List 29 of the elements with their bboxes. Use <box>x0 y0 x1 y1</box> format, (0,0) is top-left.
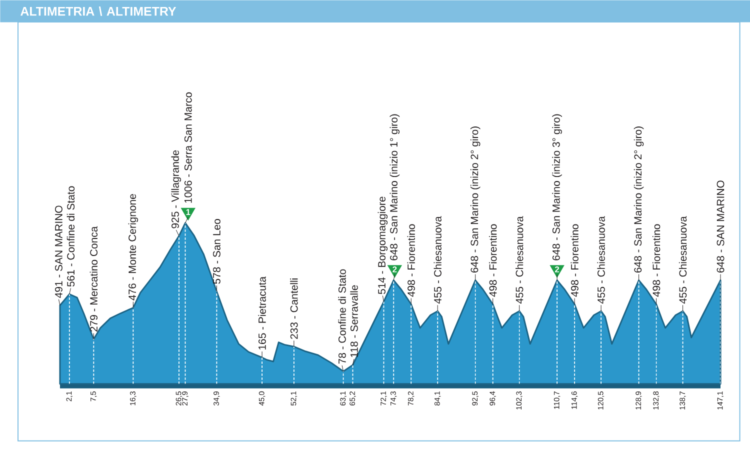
data-label: 118 - Serravalle <box>350 285 358 358</box>
annotation: 2 <box>392 266 397 272</box>
chart-title: ALTIMETRIA \ ALTIMETRY <box>20 6 176 16</box>
data-label: 498 - Fiorentino <box>652 224 660 297</box>
data-label: 455 - Chiesanuova <box>434 216 442 304</box>
data-label: 78 - Confine di Stato <box>338 269 346 364</box>
data-label: 491 - SAN MARINO <box>55 206 62 298</box>
data-label: 498 - Fiorentino <box>407 224 415 297</box>
data-label: 925 - Villagrande <box>171 150 181 228</box>
data-label: 648 - San Marino (inizio 2° giro) <box>470 126 480 273</box>
data-label: 648 - San Marino (inizio 2° giro) <box>634 126 644 273</box>
annotation: 1 <box>186 209 190 216</box>
data-label: 498 - Fiorentino <box>570 224 578 297</box>
data-label: 648 - San Marino (inizio 3° giro) <box>552 114 562 260</box>
data-label: 279 - Mercatino Conca <box>90 226 98 332</box>
data-label: 1006 - Serra San Marco <box>184 92 192 203</box>
data-label: 648 - San Marino (inizio 1° giro) <box>390 114 400 260</box>
data-label: 648 - SAN MARINO <box>716 180 724 273</box>
data-label: 165 - Pietracuta <box>258 276 266 350</box>
data-label: 498 - Fiorentino <box>489 224 497 297</box>
data-label: 578 - San Leo <box>213 219 220 284</box>
data-label: 455 - Chiesanuova <box>678 216 687 304</box>
data-label: 514 - Borgomaggiore <box>378 196 388 294</box>
data-label: 455 - Chiesanuova <box>597 216 605 304</box>
data-label: 455 - Chiesanuova <box>516 216 524 304</box>
data-label: 561 - Confine di Stato <box>66 186 75 287</box>
data-label: 233 - Cantelli <box>290 278 298 339</box>
annotation: 2 <box>555 266 560 272</box>
data-label: 476 - Monte Cerignone <box>128 194 138 300</box>
